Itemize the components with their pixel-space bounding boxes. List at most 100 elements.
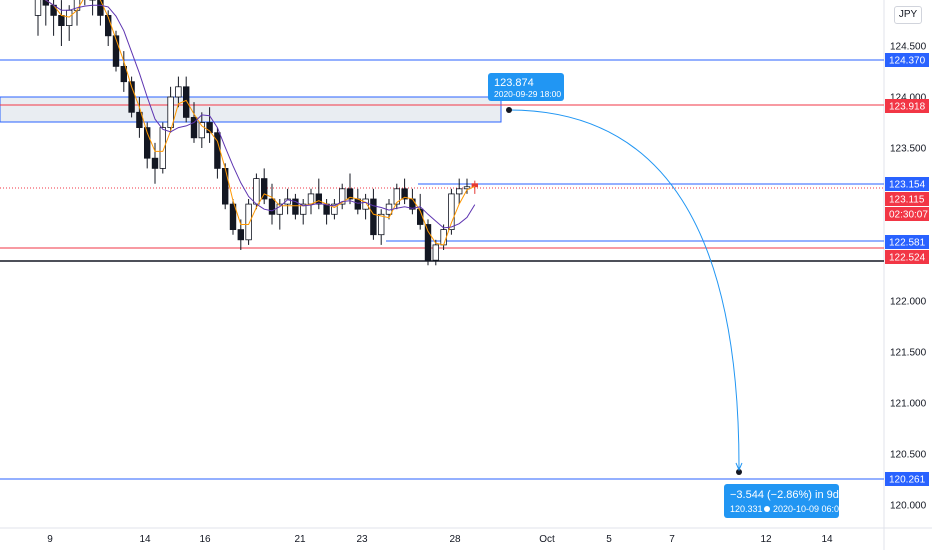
candle-body	[58, 14, 65, 26]
price-tick-label: 122.000	[890, 297, 927, 308]
forecast-end-time: 2020-10-09 06:00	[773, 504, 844, 514]
candle-body	[128, 81, 135, 113]
candle-body	[167, 96, 174, 129]
candle-body	[260, 178, 268, 200]
price-level-tag[interactable]	[885, 250, 929, 264]
candle-body	[401, 188, 408, 200]
candle-body	[268, 198, 276, 215]
price-axis[interactable]: 124.500124.000123.500123.000122.000121.5…	[885, 42, 929, 512]
moving-averages	[44, 0, 476, 246]
candle-body	[455, 188, 463, 195]
price-tick-label: 120.000	[890, 501, 927, 512]
price-level-value: 123.918	[889, 102, 926, 113]
forecast-start-point[interactable]	[506, 107, 512, 113]
candle-body	[221, 167, 229, 205]
candle-body	[97, 0, 104, 16]
time-tick-label: 7	[669, 534, 675, 545]
price-level-value: 123.154	[889, 180, 926, 191]
candle-body	[440, 229, 447, 246]
price-tick-label: 121.500	[890, 348, 927, 359]
time-axis[interactable]: 9 14 16 21 23 28 Oct 5 7 12 14	[47, 534, 833, 545]
candle-body	[362, 198, 369, 210]
forecast-start-label[interactable]	[488, 73, 564, 101]
price-level-tag[interactable]	[885, 207, 929, 221]
supply-zone	[0, 96, 502, 123]
ma-slow-line	[44, 0, 476, 229]
price-tick-label: 120.500	[890, 450, 927, 461]
candle-body	[112, 35, 120, 67]
forecast-end-label[interactable]	[724, 484, 839, 518]
candle-body	[292, 198, 299, 215]
candle-body	[159, 127, 166, 169]
candle-body	[393, 188, 400, 205]
candle-body	[338, 188, 346, 205]
currency-button[interactable]: JPY	[894, 6, 922, 24]
time-tick-label: 14	[821, 534, 833, 545]
candle-body	[136, 111, 143, 129]
price-level-value: 122.581	[889, 238, 926, 249]
horizontal-levels	[0, 59, 884, 480]
forecast-arrow-icon	[735, 462, 743, 472]
forecast-arc	[508, 109, 740, 471]
candle-body	[323, 203, 330, 215]
price-level-tag[interactable]	[885, 177, 929, 191]
clock-icon	[764, 506, 770, 512]
price-level-value: 122.524	[889, 253, 926, 264]
time-tick-label: 21	[294, 534, 306, 545]
time-tick-label: 28	[449, 534, 461, 545]
candle-body	[463, 186, 471, 190]
candle-body	[377, 213, 385, 236]
candle-body	[354, 198, 361, 210]
price-tick-label: 121.000	[890, 399, 927, 410]
time-tick-label: 12	[760, 534, 772, 545]
price-level-tag[interactable]	[885, 235, 929, 249]
candle-body	[448, 193, 455, 230]
price-level-value: 124.370	[889, 56, 926, 67]
candle-body	[253, 178, 260, 205]
candle-body	[237, 229, 244, 241]
time-tick-label: 16	[199, 534, 211, 545]
time-tick-label: Oct	[539, 534, 555, 545]
candle-body	[175, 86, 182, 98]
forecast-change: −3.544 (−2.86%) in 9d 12h	[730, 489, 860, 501]
supply-zone-rect	[0, 96, 502, 123]
candle-body	[370, 198, 377, 236]
price-level-value: 120.261	[889, 475, 926, 486]
candle-body	[315, 193, 322, 205]
price-level-tag[interactable]	[885, 192, 929, 206]
forecast-start-price: 123.874	[494, 77, 534, 89]
candle-body	[346, 188, 354, 200]
candle-body	[307, 193, 315, 205]
time-tick-label: 23	[356, 534, 368, 545]
candle-body	[284, 198, 291, 205]
candle-body	[143, 127, 151, 159]
candle-body	[432, 244, 439, 261]
candle-body	[66, 9, 73, 27]
candle-body	[471, 183, 478, 188]
forecast-end-point[interactable]	[736, 469, 742, 475]
price-level-value: 123.115	[889, 195, 925, 206]
price-level-tag[interactable]	[885, 99, 929, 113]
ma-fast-line	[44, 0, 475, 246]
candle-body	[331, 203, 338, 215]
candle-body	[299, 203, 307, 215]
candle-body	[424, 224, 432, 261]
candle-body	[206, 122, 213, 134]
price-tick-label: 124.500	[890, 42, 927, 53]
price-tick-label: 124.000	[890, 93, 927, 104]
price-level-tag[interactable]	[885, 472, 929, 486]
forecast-end-price: 120.331	[730, 504, 763, 514]
price-tick-label: 123.500	[890, 144, 927, 155]
price-level-tag[interactable]	[885, 53, 929, 67]
candle-body	[229, 203, 237, 231]
candle-body	[42, 0, 49, 6]
candle-body	[34, 0, 42, 16]
plot-area	[0, 0, 884, 550]
forecast-start-time: 2020-09-29 18:00	[494, 89, 561, 99]
time-tick-label: 5	[606, 534, 612, 545]
candle-body	[151, 157, 159, 169]
candle-body	[198, 122, 205, 139]
